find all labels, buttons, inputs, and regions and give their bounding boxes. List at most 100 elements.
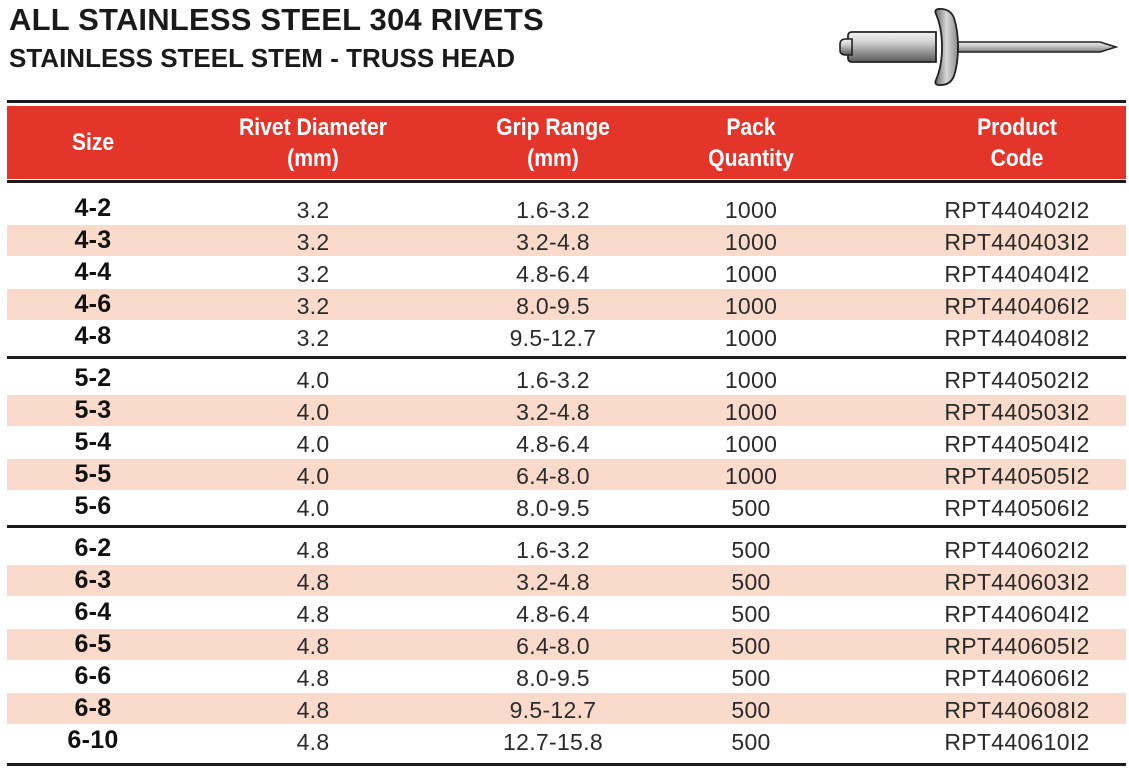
rivet-diameter-cell: 4.8 — [296, 665, 330, 691]
group-divider — [7, 763, 1126, 766]
header-product-code: Product Code — [977, 113, 1057, 172]
grip-range-cell: 3.2-4.8 — [516, 569, 590, 595]
grip-range-cell: 3.2-4.8 — [516, 229, 590, 255]
rivet-diameter-cell: 4.8 — [296, 537, 330, 563]
table-row: 4-3 3.2 3.2-4.8 1000 RPT440403I2 — [7, 225, 1126, 256]
size-cell: 4-3 — [74, 226, 112, 254]
rivet-diameter-cell: 4.0 — [296, 431, 330, 457]
table-row: 6-4 4.8 4.8-6.4 500 RPT440604I2 — [7, 597, 1126, 628]
rivet-diameter-cell: 3.2 — [296, 325, 330, 351]
rivet-diameter-cell: 4.0 — [296, 495, 330, 521]
table-row: 6-10 4.8 12.7-15.8 500 RPT440610I2 — [7, 725, 1126, 756]
product-code-cell: RPT440503I2 — [944, 399, 1090, 425]
product-code-cell: RPT440404I2 — [944, 261, 1090, 287]
size-cell: 5-2 — [74, 364, 112, 392]
product-code-cell: RPT440502I2 — [944, 367, 1090, 393]
page-subtitle: STAINLESS STEEL STEM - TRUSS HEAD — [9, 43, 516, 73]
rivet-diameter-cell: 4.0 — [296, 399, 330, 425]
table-row: 6-6 4.8 8.0-9.5 500 RPT440606I2 — [7, 661, 1126, 692]
table-row: 5-5 4.0 6.4-8.0 1000 RPT440505I2 — [7, 459, 1126, 490]
size-cell: 6-6 — [74, 662, 112, 690]
top-rule — [7, 100, 1126, 103]
product-code-cell: RPT440606I2 — [944, 665, 1090, 691]
header-pack-quantity: Pack Quantity — [708, 113, 794, 172]
product-code-cell: RPT440610I2 — [944, 729, 1090, 755]
table-row: 6-3 4.8 3.2-4.8 500 RPT440603I2 — [7, 565, 1126, 596]
size-cell: 6-10 — [67, 726, 119, 754]
table-header: Size Rivet Diameter (mm) Grip Range (mm) P… — [7, 106, 1126, 179]
rivet-diameter-cell: 4.8 — [296, 697, 330, 723]
product-code-cell: RPT440506I2 — [944, 495, 1090, 521]
product-code-cell: RPT440406I2 — [944, 293, 1090, 319]
size-cell: 4-8 — [74, 322, 112, 350]
grip-range-cell: 9.5-12.7 — [509, 325, 597, 351]
pack-quantity-cell: 500 — [731, 633, 771, 659]
grip-range-cell: 6.4-8.0 — [516, 633, 590, 659]
table-row: 4-6 3.2 8.0-9.5 1000 RPT440406I2 — [7, 289, 1126, 320]
rivet-diameter-cell: 4.0 — [296, 367, 330, 393]
product-code-cell: RPT440608I2 — [944, 697, 1090, 723]
size-cell: 6-8 — [74, 694, 112, 722]
product-code-cell: RPT440604I2 — [944, 601, 1090, 627]
grip-range-cell: 8.0-9.5 — [516, 293, 590, 319]
pack-quantity-cell: 1000 — [724, 229, 778, 255]
pack-quantity-cell: 1000 — [724, 261, 778, 287]
grip-range-cell: 4.8-6.4 — [516, 261, 590, 287]
rivet-diameter-cell: 4.8 — [296, 729, 330, 755]
grip-range-cell: 1.6-3.2 — [516, 367, 590, 393]
rivet-diameter-cell: 3.2 — [296, 261, 330, 287]
table-row: 6-8 4.8 9.5-12.7 500 RPT440608I2 — [7, 693, 1126, 724]
grip-range-cell: 9.5-12.7 — [509, 697, 597, 723]
grip-range-cell: 4.8-6.4 — [516, 601, 590, 627]
header-rule — [7, 180, 1126, 183]
product-code-cell: RPT440408I2 — [944, 325, 1090, 351]
size-cell: 6-4 — [74, 598, 112, 626]
pack-quantity-cell: 500 — [731, 729, 771, 755]
rivet-diameter-cell: 4.8 — [296, 633, 330, 659]
size-cell: 4-4 — [74, 258, 112, 286]
size-cell: 5-5 — [74, 460, 112, 488]
pack-quantity-cell: 500 — [731, 665, 771, 691]
pack-quantity-cell: 500 — [731, 495, 771, 521]
product-code-cell: RPT440602I2 — [944, 537, 1090, 563]
pack-quantity-cell: 500 — [731, 569, 771, 595]
product-code-cell: RPT440603I2 — [944, 569, 1090, 595]
size-cell: 6-5 — [74, 630, 112, 658]
table-row: 4-4 3.2 4.8-6.4 1000 RPT440404I2 — [7, 257, 1126, 288]
size-cell: 4-6 — [74, 290, 112, 318]
size-cell: 4-2 — [74, 194, 112, 222]
size-cell: 5-4 — [74, 428, 112, 456]
table-row: 5-2 4.0 1.6-3.2 1000 RPT440502I2 — [7, 363, 1126, 394]
rivet-illustration-icon — [839, 8, 1119, 86]
table-row: 5-3 4.0 3.2-4.8 1000 RPT440503I2 — [7, 395, 1126, 426]
rivet-diameter-cell: 4.8 — [296, 601, 330, 627]
pack-quantity-cell: 1000 — [724, 431, 778, 457]
header-size: Size — [71, 129, 115, 156]
pack-quantity-cell: 1000 — [724, 399, 778, 425]
product-code-cell: RPT440505I2 — [944, 463, 1090, 489]
table-row: 6-2 4.8 1.6-3.2 500 RPT440602I2 — [7, 533, 1126, 564]
product-code-cell: RPT440605I2 — [944, 633, 1090, 659]
grip-range-cell: 8.0-9.5 — [516, 495, 590, 521]
rivet-diameter-cell: 4.8 — [296, 569, 330, 595]
group-divider — [7, 525, 1126, 528]
pack-quantity-cell: 1000 — [724, 367, 778, 393]
pack-quantity-cell: 1000 — [724, 293, 778, 319]
table-row: 4-8 3.2 9.5-12.7 1000 RPT440408I2 — [7, 321, 1126, 352]
product-code-cell: RPT440403I2 — [944, 229, 1090, 255]
grip-range-cell: 1.6-3.2 — [516, 537, 590, 563]
size-cell: 5-6 — [74, 492, 112, 520]
table-row: 6-5 4.8 6.4-8.0 500 RPT440605I2 — [7, 629, 1126, 660]
rivet-diameter-cell: 3.2 — [296, 197, 330, 223]
product-code-cell: RPT440504I2 — [944, 431, 1090, 457]
pack-quantity-cell: 1000 — [724, 325, 778, 351]
rivet-diameter-cell: 4.0 — [296, 463, 330, 489]
table-row: 5-4 4.0 4.8-6.4 1000 RPT440504I2 — [7, 427, 1126, 458]
grip-range-cell: 1.6-3.2 — [516, 197, 590, 223]
grip-range-cell: 6.4-8.0 — [516, 463, 590, 489]
size-cell: 6-3 — [74, 566, 112, 594]
group-divider — [7, 356, 1126, 359]
grip-range-cell: 3.2-4.8 — [516, 399, 590, 425]
pack-quantity-cell: 500 — [731, 537, 771, 563]
rivet-diameter-cell: 3.2 — [296, 293, 330, 319]
